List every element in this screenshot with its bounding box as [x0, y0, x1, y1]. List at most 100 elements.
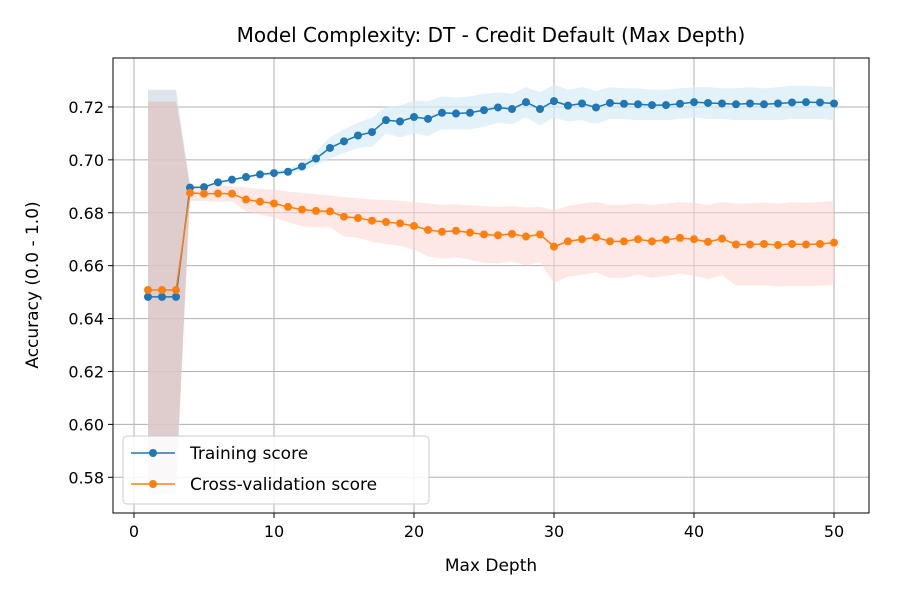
- point-training: [214, 178, 222, 187]
- point-training: [620, 99, 628, 108]
- y-axis-label: Accuracy (0.0 - 1.0): [23, 201, 43, 368]
- y-tick-label: 0.70: [68, 151, 104, 170]
- point-training: [312, 154, 320, 163]
- point-training: [550, 97, 558, 106]
- point-cross-validation: [550, 242, 558, 251]
- point-cross-validation: [536, 230, 544, 239]
- point-training: [494, 103, 502, 112]
- point-training: [284, 167, 292, 176]
- point-cross-validation: [662, 235, 670, 244]
- point-training: [200, 183, 208, 192]
- y-tick-label: 0.62: [68, 362, 104, 381]
- point-cross-validation: [438, 227, 446, 236]
- point-training: [690, 98, 698, 107]
- point-training: [564, 101, 572, 110]
- point-training: [522, 98, 530, 107]
- point-cross-validation: [578, 235, 586, 244]
- point-cross-validation: [368, 216, 376, 225]
- point-training: [662, 101, 670, 110]
- point-training: [354, 131, 362, 140]
- x-tick-label: 0: [129, 522, 139, 541]
- y-tick-label: 0.72: [68, 98, 104, 117]
- point-training: [536, 105, 544, 114]
- point-cross-validation: [788, 239, 796, 248]
- point-training: [606, 98, 614, 107]
- chart-title: Model Complexity: DT - Credit Default (M…: [237, 23, 746, 47]
- y-tick-label: 0.66: [68, 257, 104, 276]
- y-tick-label: 0.60: [68, 415, 104, 434]
- point-cross-validation: [144, 285, 152, 294]
- point-cross-validation: [186, 188, 194, 197]
- point-training: [718, 99, 726, 108]
- point-training: [438, 108, 446, 117]
- point-cross-validation: [466, 228, 474, 237]
- point-training: [452, 109, 460, 118]
- band-overlap: [148, 101, 190, 480]
- point-cross-validation: [676, 233, 684, 242]
- point-cross-validation: [690, 235, 698, 244]
- point-cross-validation: [494, 231, 502, 240]
- point-training: [256, 170, 264, 179]
- x-tick-label: 20: [404, 522, 424, 541]
- axis-ticks: 0 10 20 30 40 50 0.58 0.60 0.62 0.64 0.66 0.68 0.70 0…: [68, 98, 844, 541]
- point-cross-validation: [410, 221, 418, 230]
- plot-frame: [112, 57, 870, 514]
- point-cross-validation: [522, 232, 530, 241]
- point-cross-validation: [326, 207, 334, 216]
- point-cross-validation: [732, 240, 740, 249]
- legend-marker-cross-validation: [149, 480, 157, 488]
- point-cross-validation: [340, 212, 348, 221]
- point-cross-validation: [396, 219, 404, 228]
- point-cross-validation: [774, 241, 782, 250]
- legend: Training score Cross-validation score: [122, 435, 430, 505]
- point-training: [746, 99, 754, 108]
- point-training: [676, 99, 684, 108]
- point-training: [592, 103, 600, 112]
- point-training: [228, 175, 236, 184]
- point-cross-validation: [816, 239, 824, 248]
- point-cross-validation: [606, 237, 614, 246]
- y-tick-label: 0.68: [68, 204, 104, 223]
- point-cross-validation: [620, 237, 628, 246]
- series-lines: [144, 97, 838, 301]
- point-cross-validation: [242, 195, 250, 204]
- point-cross-validation: [172, 285, 180, 294]
- x-tick-label: 40: [684, 522, 704, 541]
- point-cross-validation: [382, 218, 390, 227]
- point-cross-validation: [508, 229, 516, 238]
- point-cross-validation: [634, 235, 642, 244]
- point-training: [298, 162, 306, 171]
- point-training: [816, 98, 824, 107]
- point-cross-validation: [228, 189, 236, 198]
- point-training: [578, 99, 586, 108]
- x-axis-label: Max Depth: [445, 556, 537, 576]
- point-cross-validation: [256, 197, 264, 206]
- legend-label-training: Training score: [189, 444, 308, 464]
- point-cross-validation: [424, 225, 432, 234]
- point-cross-validation: [480, 230, 488, 239]
- point-cross-validation: [830, 238, 838, 247]
- point-cross-validation: [214, 189, 222, 198]
- point-training: [396, 117, 404, 126]
- point-cross-validation: [648, 237, 656, 246]
- point-cross-validation: [592, 233, 600, 242]
- point-cross-validation: [312, 206, 320, 215]
- point-cross-validation: [200, 189, 208, 198]
- point-training: [340, 137, 348, 146]
- point-training: [410, 112, 418, 121]
- point-cross-validation: [564, 237, 572, 246]
- band-cross-validation: [148, 101, 834, 480]
- point-training: [326, 143, 334, 152]
- point-training: [242, 173, 250, 182]
- band-overlap: [148, 89, 190, 495]
- point-training: [802, 98, 810, 107]
- point-cross-validation: [270, 199, 278, 208]
- point-training: [172, 292, 180, 301]
- point-training: [704, 98, 712, 107]
- point-training: [732, 100, 740, 109]
- point-cross-validation: [746, 240, 754, 249]
- point-training: [788, 98, 796, 107]
- y-tick-label: 0.64: [68, 310, 104, 329]
- point-training: [144, 292, 152, 301]
